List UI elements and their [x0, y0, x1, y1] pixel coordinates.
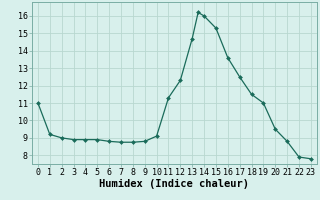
- X-axis label: Humidex (Indice chaleur): Humidex (Indice chaleur): [100, 179, 249, 189]
